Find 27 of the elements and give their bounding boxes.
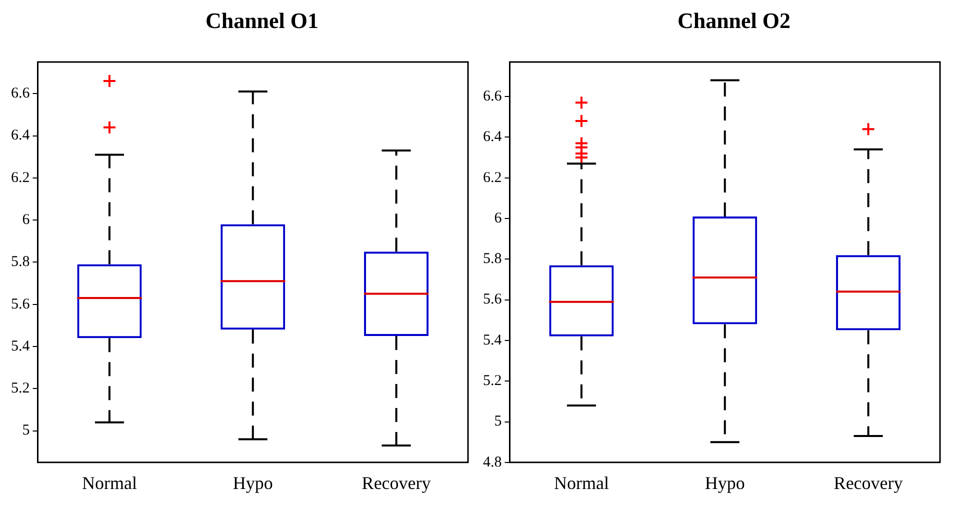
- y-tick-label: 5.4: [11, 338, 30, 354]
- y-tick-label: 6.6: [11, 86, 30, 102]
- y-tick-label: 6: [494, 210, 502, 226]
- y-tick-label: 5.6: [11, 296, 30, 312]
- y-tick-label: 6: [22, 212, 30, 228]
- x-tick-label: Normal: [554, 472, 609, 493]
- x-tick-label: Recovery: [834, 472, 903, 493]
- x-tick-label: Normal: [82, 472, 137, 493]
- y-tick-label: 5: [494, 414, 502, 430]
- y-tick-label: 6.2: [11, 170, 30, 186]
- y-tick-label: 6.6: [483, 88, 502, 104]
- y-tick-label: 4.8: [483, 454, 502, 470]
- y-tick-label: 6.2: [483, 170, 502, 186]
- x-tick-label: Hypo: [704, 472, 745, 493]
- y-tick-label: 5.4: [483, 332, 502, 348]
- y-tick-label: 5: [22, 422, 30, 439]
- y-tick-label: 5.2: [11, 380, 30, 397]
- y-tick-label: 5.2: [483, 373, 502, 390]
- x-tick-label: Recovery: [362, 472, 431, 493]
- chart-title: Channel O2: [676, 8, 792, 35]
- y-tick-label: 5.8: [483, 251, 502, 268]
- chart-title: Channel O1: [204, 8, 320, 35]
- x-tick-label: Hypo: [232, 472, 273, 493]
- y-tick-label: 6.4: [483, 129, 502, 146]
- y-tick-label: 5.8: [11, 254, 30, 270]
- y-tick-label: 5.6: [483, 292, 502, 308]
- y-tick-label: 6.4: [11, 128, 30, 144]
